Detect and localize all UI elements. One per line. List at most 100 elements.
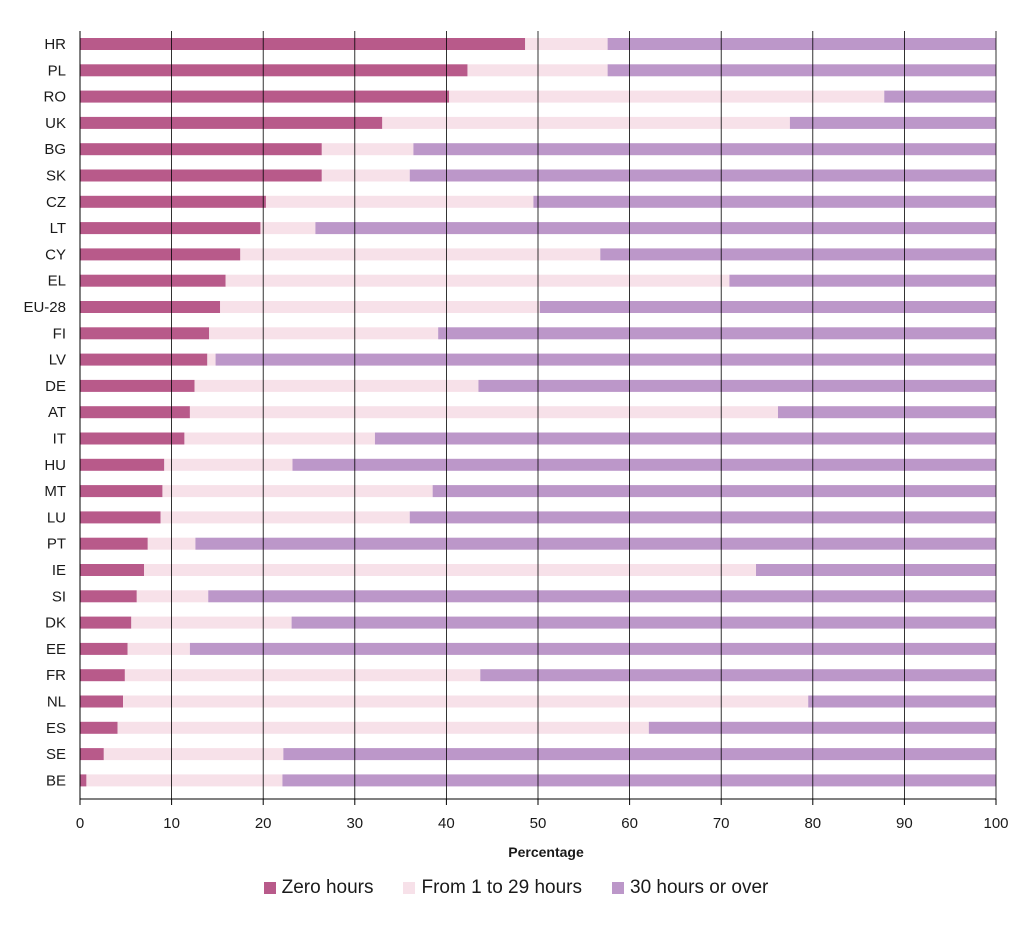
bar-fi-zero-hours [80, 327, 210, 340]
x-tick-label-40: 40 [438, 815, 455, 832]
category-label-si: SI [52, 588, 66, 605]
bar-it-from-1-to-29-hours [184, 432, 375, 445]
bar-el-zero-hours [80, 274, 226, 287]
category-label-bg: BG [44, 141, 66, 158]
bar-cy-from-1-to-29-hours [240, 248, 601, 261]
bar-si-zero-hours [80, 590, 137, 603]
bar-lv-from-1-to-29-hours [207, 353, 216, 366]
bar-ro-from-1-to-29-hours [449, 90, 885, 103]
bar-si-from-1-to-29-hours [136, 590, 209, 603]
bar-de-from-1-to-29-hours [194, 379, 479, 392]
bar-lt-30-hours-or-over [315, 222, 996, 235]
category-label-fi: FI [53, 325, 66, 342]
category-label-dk: DK [45, 615, 66, 632]
bar-se-zero-hours [80, 748, 104, 761]
x-tick-label-70: 70 [713, 815, 730, 832]
category-label-cz: CZ [46, 194, 66, 211]
bar-ee-from-1-to-29-hours [127, 642, 190, 655]
category-label-cy: CY [45, 246, 66, 263]
category-label-fr: FR [46, 667, 66, 684]
bar-ro-zero-hours [80, 90, 450, 103]
category-label-it: IT [53, 431, 66, 448]
legend-swatch-zero-hours [263, 882, 276, 894]
bar-uk-30-hours-or-over [789, 116, 996, 129]
category-label-at: AT [48, 404, 66, 421]
bar-nl-30-hours-or-over [808, 695, 996, 708]
bar-bg-from-1-to-29-hours [321, 143, 414, 156]
x-tick-label-80: 80 [804, 815, 821, 832]
bar-sk-30-hours-or-over [409, 169, 996, 182]
x-axis-title: Percentage [508, 844, 584, 860]
legend-label-zero-hours: Zero hours [281, 877, 374, 898]
bar-pl-30-hours-or-over [607, 64, 996, 77]
bar-fr-30-hours-or-over [480, 669, 996, 682]
bar-hu-30-hours-or-over [292, 458, 996, 471]
bar-dk-30-hours-or-over [291, 616, 997, 629]
bar-nl-zero-hours [80, 695, 124, 708]
x-tick-label-90: 90 [896, 815, 913, 832]
x-tick-label-100: 100 [983, 815, 1008, 832]
bar-de-30-hours-or-over [478, 379, 997, 392]
bar-es-from-1-to-29-hours [117, 721, 649, 734]
legend-item-zero-hours: Zero hours [263, 877, 374, 899]
x-tick-label-50: 50 [530, 815, 547, 832]
bar-ie-zero-hours [80, 564, 145, 576]
bar-lv-30-hours-or-over [215, 353, 996, 366]
category-label-pt: PT [47, 536, 66, 553]
bar-cy-zero-hours [80, 248, 241, 261]
bar-at-from-1-to-29-hours [189, 406, 778, 419]
bar-lt-zero-hours [80, 222, 261, 235]
bar-it-30-hours-or-over [374, 432, 996, 445]
bar-eu-28-30-hours-or-over [539, 301, 996, 313]
x-tick-label-10: 10 [163, 815, 180, 832]
bar-be-30-hours-or-over [282, 774, 996, 787]
x-tick-label-30: 30 [346, 815, 363, 832]
bar-cz-30-hours-or-over [533, 195, 996, 208]
bar-hr-30-hours-or-over [607, 38, 996, 50]
bar-mt-zero-hours [80, 485, 163, 498]
x-tick-labels: 0 10 20 30 40 50 60 70 80 90 100 [76, 815, 1009, 832]
bar-dk-from-1-to-29-hours [131, 616, 292, 629]
bar-ie-30-hours-or-over [756, 564, 996, 576]
category-label-eu-28: EU-28 [23, 299, 66, 316]
category-label-mt: MT [44, 483, 66, 500]
bar-ee-30-hours-or-over [189, 642, 997, 655]
bar-el-30-hours-or-over [729, 274, 996, 287]
bar-si-30-hours-or-over [208, 590, 997, 603]
bar-ie-from-1-to-29-hours [144, 564, 757, 576]
bar-uk-zero-hours [80, 116, 383, 129]
legend-label-1-to-29-hours: From 1 to 29 hours [421, 877, 583, 898]
bar-lu-from-1-to-29-hours [160, 511, 410, 524]
category-label-es: ES [46, 720, 66, 737]
bar-sk-from-1-to-29-hours [321, 169, 410, 182]
bar-dk-zero-hours [80, 616, 132, 629]
bar-hr-zero-hours [80, 38, 526, 50]
bars-layer [80, 38, 997, 787]
bar-fr-zero-hours [80, 669, 125, 682]
bar-cy-30-hours-or-over [600, 248, 996, 261]
category-label-lt: LT [50, 220, 66, 237]
bar-bg-zero-hours [80, 143, 322, 156]
bar-fr-from-1-to-29-hours [124, 669, 481, 682]
category-label-hu: HU [44, 457, 66, 474]
bar-lv-zero-hours [80, 353, 208, 366]
category-label-hr: HR [44, 36, 66, 53]
category-label-lu: LU [47, 509, 66, 526]
grid-layer [171, 31, 997, 799]
category-label-ee: EE [46, 641, 66, 658]
bar-hu-from-1-to-29-hours [164, 458, 293, 471]
bar-be-from-1-to-29-hours [86, 774, 283, 787]
x-tick-label-60: 60 [621, 815, 638, 832]
bar-pl-zero-hours [80, 64, 468, 77]
bar-sk-zero-hours [80, 169, 322, 182]
stacked-bar-chart: HR PL RO UK BG SK CZ LT CY EL EU-28 FI LV DE AT IT HU MT L… [23, 31, 1009, 860]
legend-item-30-hours-or-over: 30 hours or over [612, 877, 768, 899]
bar-de-zero-hours [80, 379, 195, 392]
bar-lu-zero-hours [80, 511, 161, 524]
category-labels: HR PL RO UK BG SK CZ LT CY EL EU-28 FI LV DE AT IT HU MT L… [23, 36, 66, 789]
bar-cz-zero-hours [80, 195, 266, 208]
x-tick-label-20: 20 [255, 815, 272, 832]
category-label-se: SE [46, 746, 66, 763]
category-label-sk: SK [46, 168, 66, 185]
bar-es-30-hours-or-over [648, 721, 996, 734]
